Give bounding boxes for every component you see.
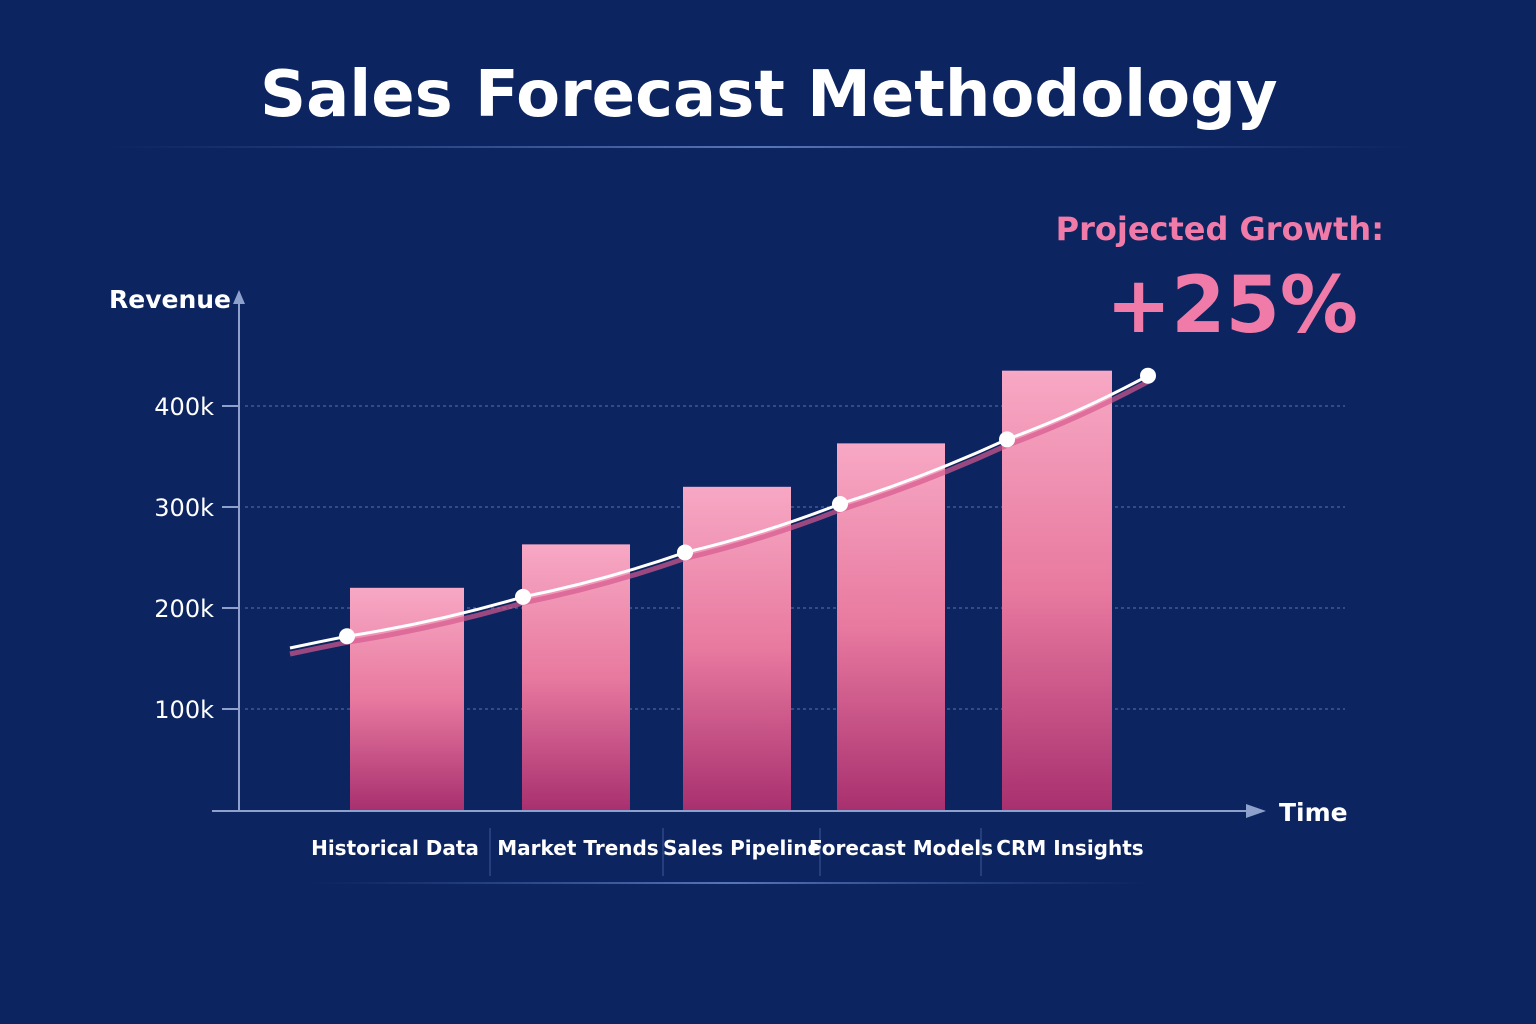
y-tick-label: 100k [154,696,214,724]
bar [1002,370,1112,810]
y-ticks: 100k 200k 300k 400k [154,393,239,724]
trend-point [1140,367,1156,384]
bars [350,370,1112,810]
category-label: CRM Insights [996,836,1143,860]
trend-point [339,628,355,645]
chart-title: Sales Forecast Methodology [260,58,1278,132]
trend-point [832,495,848,512]
y-axis-arrow-icon [233,290,245,304]
category-label: Market Trends [497,836,658,860]
trend-point [677,544,693,561]
y-tick-label: 200k [154,595,214,623]
category-label: Sales Pipeline [663,836,821,860]
annotation-value: +25% [1106,261,1358,351]
bottom-divider [310,882,1150,884]
category-label: Historical Data [311,836,479,860]
annotation-label: Projected Growth: [1056,210,1384,248]
trend-point [515,588,531,605]
y-axis-label: Revenue [109,285,231,314]
x-axis-label: Time [1279,798,1348,827]
bar [683,486,791,810]
y-tick-label: 300k [154,494,214,522]
y-tick-label: 400k [154,393,214,421]
category-label: Forecast Models [809,836,993,860]
title-divider [100,146,1420,148]
category-labels: Historical Data Market Trends Sales Pipeli… [311,828,1144,876]
trend-line [289,367,1156,657]
trend-point [999,431,1015,448]
x-axis-arrow-icon [1246,804,1266,818]
